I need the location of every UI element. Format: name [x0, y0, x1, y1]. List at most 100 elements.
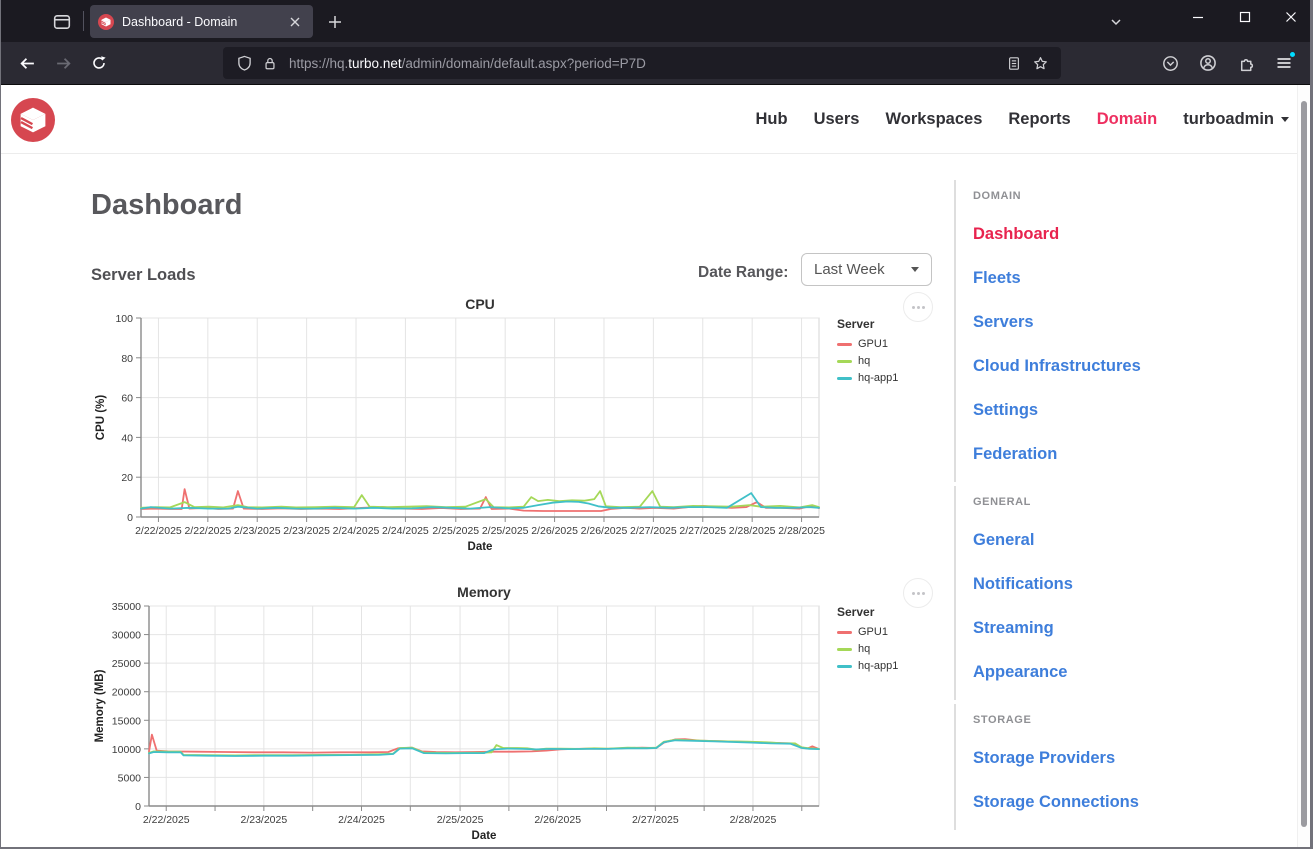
sidebar-item-servers[interactable]: Servers: [973, 312, 1034, 331]
svg-text:30000: 30000: [112, 630, 141, 642]
svg-text:2/24/2025: 2/24/2025: [338, 814, 385, 826]
domain-sidebar: DOMAIN Dashboard Fleets Servers Cloud In…: [954, 180, 1294, 834]
legend-item-hq[interactable]: hq: [837, 643, 898, 655]
sidebar-section-header: STORAGE: [973, 714, 1032, 726]
account-menu-label: turboadmin: [1183, 110, 1274, 128]
url-text: https://hq.turbo.net/admin/domain/defaul…: [289, 56, 1001, 71]
sidebar-item-dashboard[interactable]: Dashboard: [973, 224, 1060, 243]
svg-text:2/27/2025: 2/27/2025: [679, 525, 726, 537]
legend-swatch: [837, 630, 852, 634]
sidebar-section-general: GENERAL General Notifications Streaming …: [954, 486, 1294, 700]
legend-item-hq-app1[interactable]: hq-app1: [837, 660, 898, 672]
svg-text:Date: Date: [468, 541, 493, 553]
cpu-chart-panel: CPU 0 20 40 60 80 100 2/22/2025 2/22/2025 2/23/20…: [91, 292, 951, 564]
menu-icon[interactable]: [1268, 47, 1300, 79]
legend-label: hq: [858, 355, 871, 367]
forward-button[interactable]: [47, 47, 79, 79]
cpu-chart-menu-button[interactable]: [903, 292, 933, 322]
page-content: Hub Users Workspaces Reports Domain turb…: [1, 85, 1310, 847]
titlebar-separator: [83, 11, 84, 31]
pocket-icon[interactable]: [1154, 47, 1186, 79]
legend-swatch: [837, 342, 852, 346]
sidebar-item-appearance[interactable]: Appearance: [973, 662, 1068, 681]
firefox-view-icon[interactable]: [47, 8, 77, 35]
svg-text:60: 60: [121, 393, 133, 405]
legend-item-hq[interactable]: hq: [837, 355, 898, 367]
account-icon[interactable]: [1192, 47, 1296, 79]
nav-item-hub[interactable]: Hub: [755, 110, 788, 128]
sidebar-item-storage-connections[interactable]: Storage Connections: [973, 792, 1139, 811]
svg-text:25000: 25000: [112, 658, 141, 670]
svg-text:2/23/2025: 2/23/2025: [234, 525, 281, 537]
svg-text:2/22/2025: 2/22/2025: [184, 525, 231, 537]
reader-mode-icon[interactable]: [1001, 50, 1027, 76]
nav-item-reports[interactable]: Reports: [1008, 110, 1071, 128]
svg-text:2/24/2025: 2/24/2025: [333, 525, 380, 537]
url-prefix: https://hq.: [289, 55, 349, 71]
legend-item-gpu1[interactable]: GPU1: [837, 626, 898, 638]
list-all-tabs-icon[interactable]: [1101, 8, 1131, 35]
legend-item-hq-app1[interactable]: hq-app1: [837, 372, 898, 384]
date-range-label: Date Range:: [698, 264, 789, 281]
scrollbar-thumb[interactable]: [1301, 101, 1307, 827]
legend-title: Server: [837, 605, 875, 619]
sidebar-section-header: DOMAIN: [973, 190, 1022, 202]
sidebar-item-federation[interactable]: Federation: [973, 444, 1058, 463]
sidebar-item-general[interactable]: General: [973, 530, 1035, 549]
nav-item-domain[interactable]: Domain: [1096, 110, 1158, 128]
extensions-icon[interactable]: [1230, 47, 1262, 79]
lock-icon[interactable]: [257, 50, 283, 76]
svg-text:2/25/2025: 2/25/2025: [437, 814, 484, 826]
new-tab-button[interactable]: [321, 8, 349, 35]
sidebar-item-fleets[interactable]: Fleets: [973, 268, 1021, 287]
sidebar-item-cloud-infrastructures[interactable]: Cloud Infrastructures: [973, 356, 1141, 375]
page-scrollbar[interactable]: [1297, 85, 1310, 847]
section-title: Server Loads: [91, 266, 196, 284]
reload-button[interactable]: [83, 47, 115, 79]
svg-text:2/25/2025: 2/25/2025: [432, 525, 479, 537]
memory-chart-menu-button[interactable]: [903, 578, 933, 608]
page-title: Dashboard: [91, 189, 243, 221]
tracking-shield-icon[interactable]: [231, 50, 257, 76]
memory-chart-legend: Server GPU1 hq hq-app1: [837, 605, 898, 677]
svg-text:Memory (MB): Memory (MB): [94, 669, 106, 742]
browser-titlebar: Dashboard - Domain: [1, 0, 1310, 42]
svg-text:20000: 20000: [112, 687, 141, 699]
url-bar[interactable]: https://hq.turbo.net/admin/domain/defaul…: [223, 47, 1061, 79]
back-button[interactable]: [11, 47, 43, 79]
svg-text:0: 0: [135, 801, 141, 813]
caret-down-icon: [911, 267, 919, 272]
nav-item-users[interactable]: Users: [813, 110, 860, 128]
turbo-logo[interactable]: [11, 98, 55, 142]
window-minimize-button[interactable]: [1175, 0, 1221, 34]
svg-text:15000: 15000: [112, 715, 141, 727]
tab-close-icon[interactable]: [285, 12, 305, 32]
legend-item-gpu1[interactable]: GPU1: [837, 338, 898, 350]
svg-text:2/28/2025: 2/28/2025: [729, 525, 776, 537]
legend-label: hq: [858, 643, 871, 655]
svg-text:Memory: Memory: [457, 584, 511, 600]
sidebar-section-header: GENERAL: [973, 496, 1031, 508]
svg-text:CPU (%): CPU (%): [95, 395, 107, 441]
account-menu[interactable]: turboadmin: [1183, 110, 1289, 129]
sidebar-item-notifications[interactable]: Notifications: [973, 574, 1073, 593]
sidebar-item-settings[interactable]: Settings: [973, 400, 1039, 419]
svg-text:100: 100: [115, 313, 133, 325]
sidebar-item-streaming[interactable]: Streaming: [973, 618, 1054, 637]
bookmark-star-icon[interactable]: [1027, 50, 1053, 76]
window-close-button[interactable]: [1268, 0, 1310, 34]
svg-text:2/23/2025: 2/23/2025: [240, 814, 287, 826]
legend-label: hq-app1: [858, 372, 899, 384]
svg-text:2/28/2025: 2/28/2025: [778, 525, 825, 537]
sidebar-section-storage: STORAGE Storage Providers Storage Connec…: [954, 704, 1294, 830]
sidebar-item-storage-providers[interactable]: Storage Providers: [973, 748, 1116, 767]
date-range-select[interactable]: Last Week: [801, 253, 932, 286]
nav-item-workspaces[interactable]: Workspaces: [885, 110, 983, 128]
svg-text:2/27/2025: 2/27/2025: [630, 525, 677, 537]
svg-text:2/27/2025: 2/27/2025: [632, 814, 679, 826]
window-maximize-button[interactable]: [1222, 0, 1268, 34]
browser-tab[interactable]: Dashboard - Domain: [90, 5, 313, 38]
svg-text:2/25/2025: 2/25/2025: [482, 525, 529, 537]
account-notification-dot: [1289, 51, 1296, 58]
svg-text:80: 80: [121, 353, 133, 365]
